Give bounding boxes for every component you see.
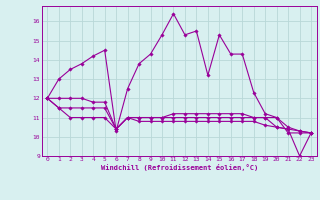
X-axis label: Windchill (Refroidissement éolien,°C): Windchill (Refroidissement éolien,°C): [100, 164, 258, 171]
